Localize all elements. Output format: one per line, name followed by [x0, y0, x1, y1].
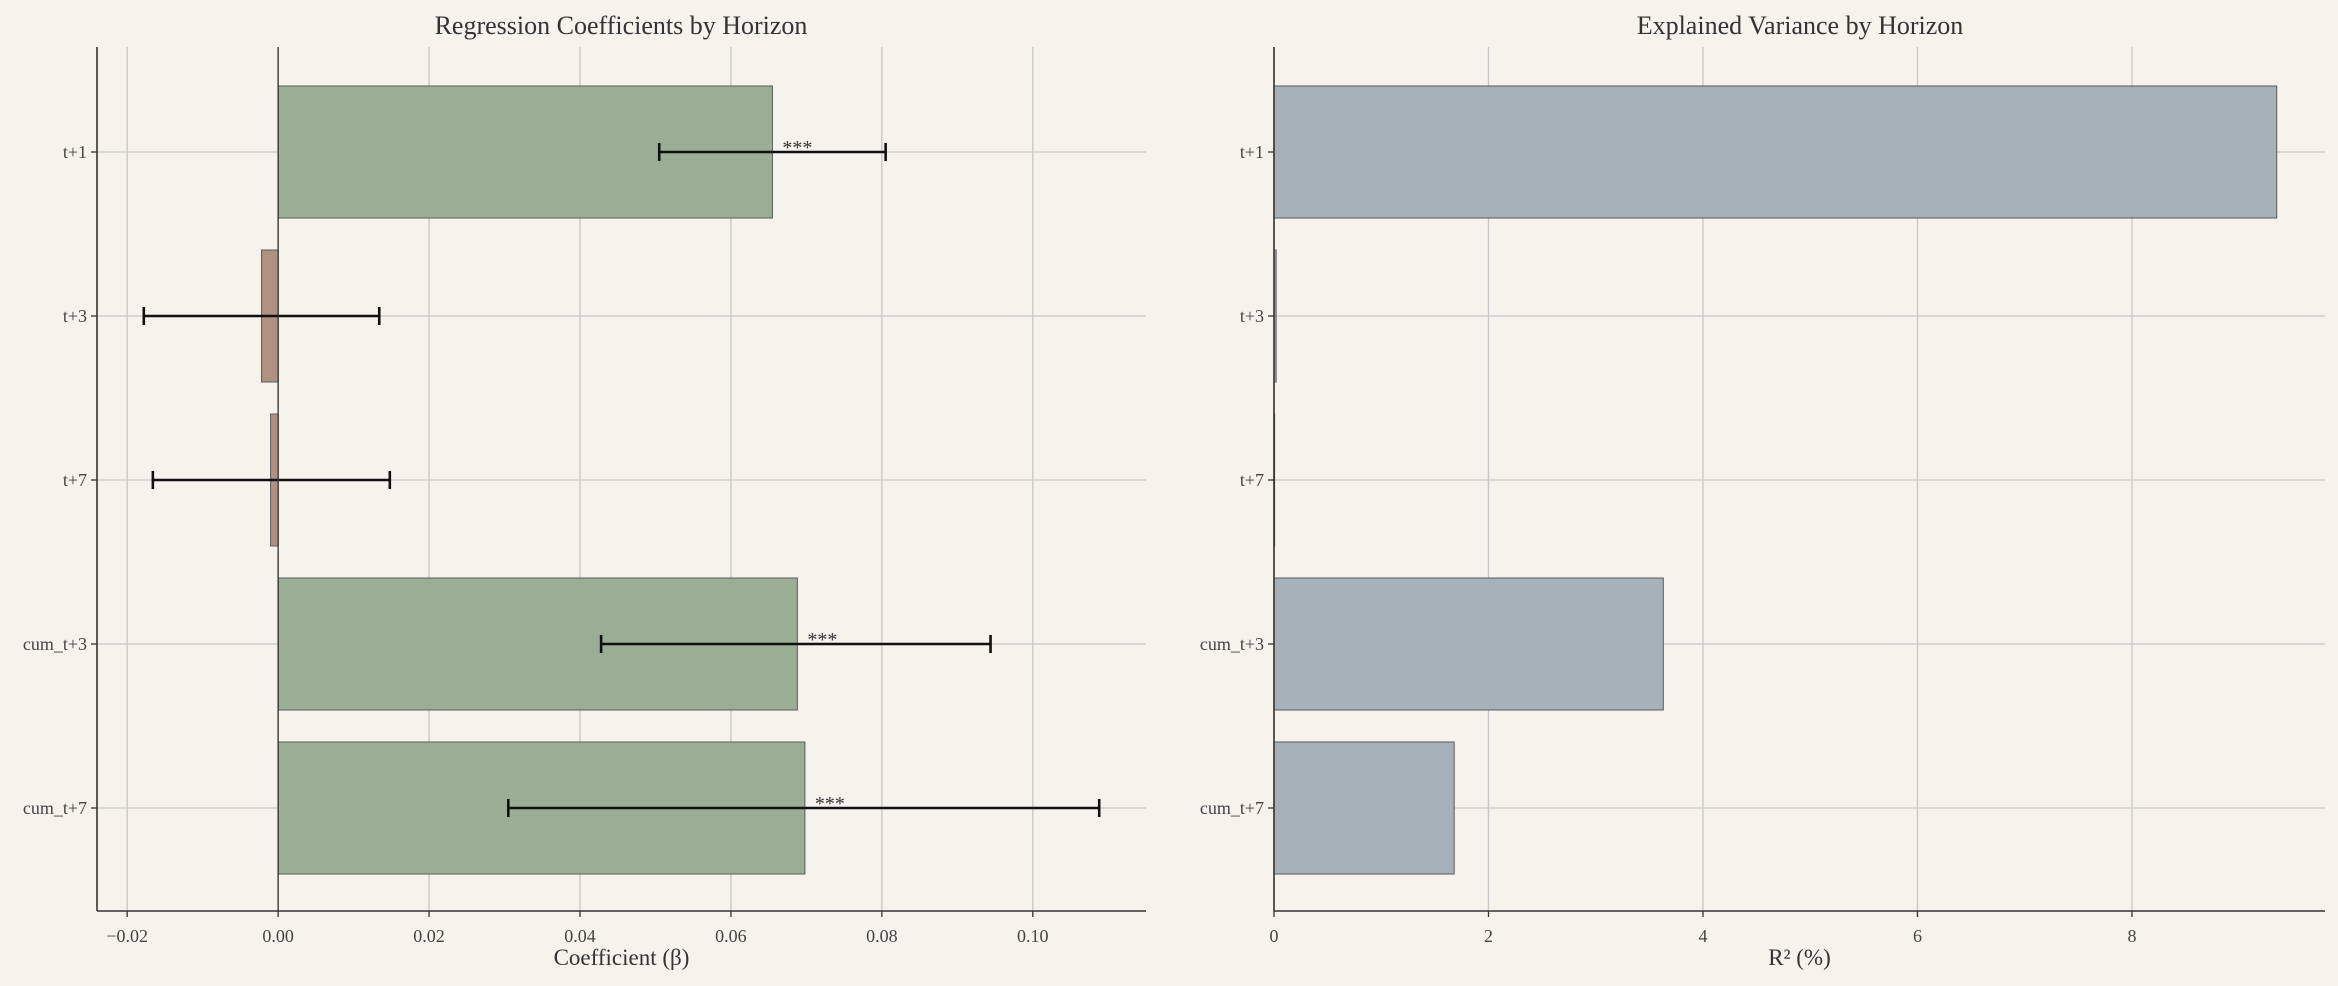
y-tick-label: t+7: [1240, 470, 1264, 490]
x-tick-label: −0.02: [106, 926, 148, 946]
bar: [1273, 741, 1455, 875]
x-tick-label: 0.04: [564, 926, 596, 946]
y-tick-label: t+1: [1240, 142, 1264, 162]
chart-title: Regression Coefficients by Horizon: [435, 11, 808, 40]
y-tick-label: cum_t+3: [1200, 634, 1264, 654]
chart-title: Explained Variance by Horizon: [1637, 11, 1964, 40]
x-tick-label: 6: [1913, 926, 1922, 946]
x-tick-label: 0.08: [866, 926, 898, 946]
y-tick-label: cum_t+7: [1200, 798, 1264, 818]
x-tick-label: 0.06: [715, 926, 747, 946]
x-axis-label: R² (%): [1768, 945, 1830, 970]
variance-panel: 0 2 4 6 8 t+1 t+3 t+7 cum_t+3 cum_t+7 Explained Va…: [1200, 11, 2325, 970]
x-tick-label: 0.10: [1017, 926, 1049, 946]
bar: [1273, 85, 2278, 219]
y-tick-label: t+7: [63, 470, 87, 490]
x-axis-label: Coefficient (β): [554, 945, 690, 970]
significance-label: ***: [807, 629, 837, 651]
x-tick-label: 0.02: [413, 926, 445, 946]
coefficient-panel: −0.02 0.00 0.02 0.04 0.06 0.08 0.10 t+1 t+3 t+7 cu…: [23, 11, 1146, 970]
significance-label: ***: [815, 793, 845, 815]
significance-label: ***: [782, 137, 812, 159]
x-tick-label: 8: [2127, 926, 2136, 946]
y-tick-label: cum_t+3: [23, 634, 87, 654]
x-tick-label: 0: [1270, 926, 1279, 946]
y-tick-label: t+3: [1240, 306, 1264, 326]
y-tick-label: cum_t+7: [23, 798, 87, 818]
bar: [1273, 577, 1664, 711]
x-tick-label: 2: [1484, 926, 1493, 946]
y-tick-label: t+3: [63, 306, 87, 326]
x-tick-label: 0.00: [262, 926, 294, 946]
x-tick-label: 4: [1698, 926, 1707, 946]
y-tick-label: t+1: [63, 142, 87, 162]
